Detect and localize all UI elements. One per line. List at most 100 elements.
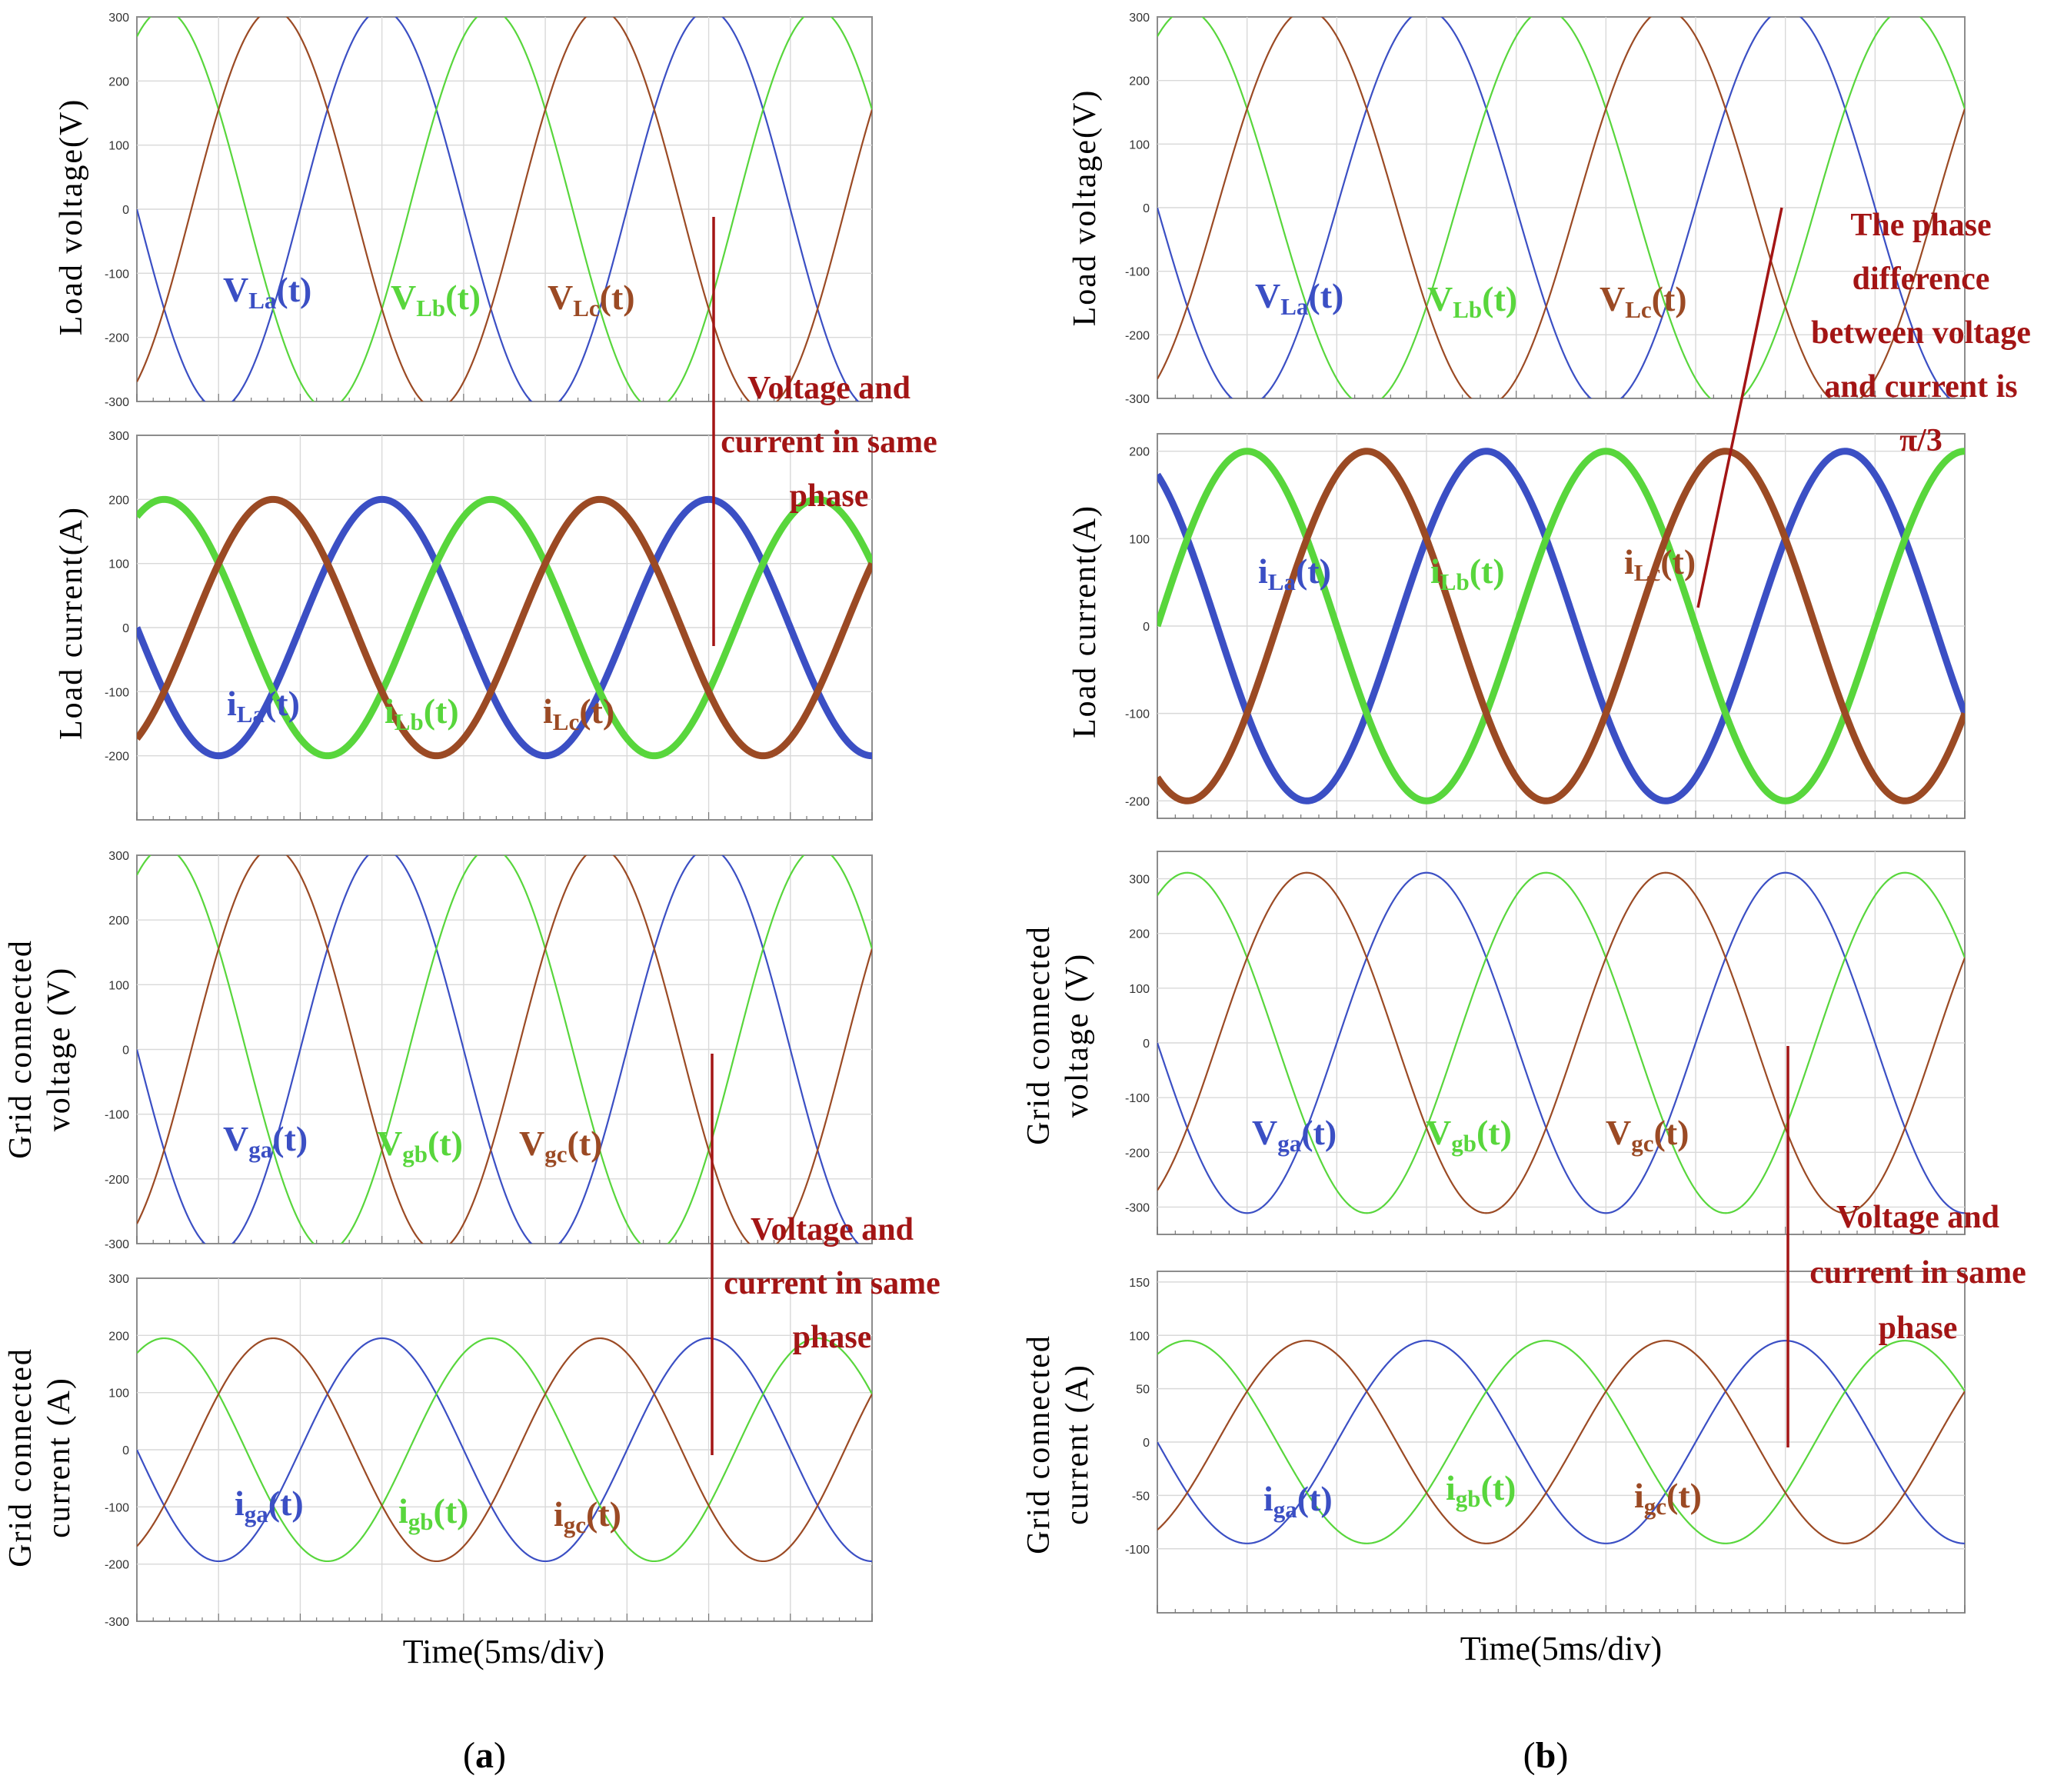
panel-b4: 150 100 50 0 -50 -100 Grid connectedcurrent (A…: [1021, 1271, 1966, 1667]
y-tick-label: -100: [1125, 708, 1150, 721]
y-tick-label: 0: [122, 204, 129, 217]
y-tick-label: -300: [1125, 393, 1150, 406]
y-axis-label: Load voltage(V): [1067, 89, 1103, 327]
y-tick-label: -50: [1132, 1490, 1150, 1503]
waveform-v-lc-t: [137, 17, 872, 401]
y-axis-label: Load current(A): [54, 506, 89, 740]
panels: 300 200 100 0 -100 -200 -300 Load voltage(V) VLa…: [3, 12, 1966, 1670]
y-tick-label: 100: [1129, 138, 1150, 152]
subfigure-label-a: (a): [463, 1735, 506, 1776]
y-tick-label: 200: [1129, 928, 1150, 941]
ann-a-bottom: Voltage and current in same phase: [711, 1054, 940, 1455]
series-label: iga(t): [1263, 1479, 1333, 1523]
series-label: Vgc(t): [1606, 1113, 1689, 1157]
y-tick-label: 0: [1143, 1437, 1150, 1450]
captions: (a) (b): [463, 1735, 1568, 1776]
x-axis-label: Time(5ms/div): [1460, 1630, 1662, 1667]
waveform-i-la-t: [137, 495, 872, 760]
y-tick-label: 300: [108, 850, 129, 863]
y-tick-label: 100: [1129, 983, 1150, 996]
y-tick-label: -100: [105, 1109, 129, 1122]
y-tick-label: 200: [1129, 75, 1150, 88]
y-tick-label: 200: [108, 914, 129, 928]
y-tick-label: 100: [1129, 1330, 1150, 1343]
series-label: Vgc(t): [519, 1124, 602, 1167]
annotation-text: The phase difference between voltage and cu…: [1811, 208, 2031, 458]
series-label: VLa(t): [1255, 276, 1343, 320]
y-axis-label: Load current(A): [1067, 505, 1103, 738]
series-label: Vgb(t): [377, 1124, 463, 1167]
waveform-v-gb-t: [1157, 871, 1965, 1214]
series-label: igc(t): [554, 1494, 621, 1538]
annotation-leader-line: [1696, 207, 1783, 608]
y-tick-label: 100: [1129, 533, 1150, 546]
waveform-i-lb-t: [1157, 448, 1965, 804]
series-label: iLc(t): [543, 691, 614, 735]
waveform-v-gb-t: [137, 855, 872, 1244]
waveform-v-la-t: [1157, 17, 1951, 398]
waveform-i-ga-t: [1157, 1340, 1965, 1544]
waveform-v-lb-t: [137, 17, 872, 401]
y-tick-label: -200: [1125, 1147, 1150, 1160]
y-tick-label: 0: [122, 622, 129, 635]
subfigure-label-b: (b): [1523, 1735, 1569, 1776]
series-label: VLa(t): [223, 270, 311, 314]
series-label: VLb(t): [391, 278, 481, 321]
waveform-v-gc-t: [137, 855, 872, 1244]
y-tick-label: -200: [105, 332, 129, 345]
y-tick-label: 100: [108, 558, 129, 571]
waveform-v-ga-t: [137, 855, 860, 1244]
series-label: igb(t): [1446, 1468, 1516, 1512]
annotation-text: Voltage and current in same phase: [1809, 1200, 2026, 1346]
y-tick-label: -200: [105, 1559, 129, 1572]
panel-a1: 300 200 100 0 -100 -200 -300 Load voltage(V) VLa…: [54, 12, 873, 409]
y-tick-label: 100: [108, 140, 129, 153]
y-tick-label: 0: [1143, 202, 1150, 215]
y-tick-label: -200: [105, 751, 129, 764]
y-axis-label: Grid connectedvoltage (V): [3, 939, 77, 1159]
panel-a2: 300 200 100 0 -100 -200 Load current(A) iLa(t) i…: [54, 430, 873, 821]
y-axis-label: Grid connectedcurrent (A): [1021, 1334, 1095, 1554]
waveform-i-lb-t: [137, 495, 872, 760]
y-tick-label: 200: [1129, 446, 1150, 459]
y-tick-label: 100: [108, 979, 129, 992]
y-tick-label: -300: [105, 1238, 129, 1251]
series-label: Vgb(t): [1426, 1113, 1512, 1157]
y-tick-label: -100: [1125, 1544, 1150, 1557]
y-tick-label: 200: [108, 75, 129, 88]
panel-a4: 300 200 100 0 -100 -200 -300 Grid connectedcurr…: [3, 1273, 873, 1670]
series-label: VLc(t): [1600, 279, 1687, 323]
waveform-i-lc-t: [1157, 448, 1965, 804]
waveform-v-gc-t: [1157, 871, 1965, 1214]
series-label: Vga(t): [1252, 1113, 1337, 1157]
waveform-i-gc-t: [1157, 1340, 1965, 1544]
annotation-text: Voltage and current in same phase: [721, 371, 937, 514]
x-axis-label: Time(5ms/div): [403, 1633, 604, 1670]
y-tick-label: -100: [105, 1501, 129, 1514]
series-label: iLc(t): [1624, 542, 1696, 586]
y-tick-label: 0: [122, 1044, 129, 1058]
waveform-v-la-t: [137, 17, 860, 401]
ann-b-top: The phase difference between voltage and cu…: [1696, 207, 2031, 608]
series-label: iga(t): [235, 1484, 304, 1527]
y-tick-label: 300: [108, 430, 129, 443]
panel-b2: 200 100 0 -100 -200 Load current(A) iLa(t) iLb(…: [1067, 433, 1966, 819]
annotation-text: Voltage and current in same phase: [724, 1212, 940, 1355]
y-tick-label: 0: [1143, 621, 1150, 634]
waveform-i-ga-t: [137, 1337, 872, 1563]
series-label: igb(t): [398, 1491, 469, 1535]
series-label: iLa(t): [1258, 551, 1331, 595]
y-tick-label: 300: [1129, 12, 1150, 25]
series-label: VLb(t): [1427, 279, 1517, 323]
y-tick-label: 300: [1129, 874, 1150, 887]
series-label: iLb(t): [385, 691, 459, 735]
y-tick-label: -300: [1125, 1201, 1150, 1214]
waveform-v-lb-t: [1157, 17, 1965, 398]
y-axis-label: Grid connectedcurrent (A): [3, 1347, 77, 1567]
waveform-i-gc-t: [137, 1337, 872, 1563]
y-tick-label: 0: [1143, 1038, 1150, 1051]
y-tick-label: -100: [105, 268, 129, 281]
y-tick-label: 0: [122, 1444, 129, 1457]
y-tick-label: -200: [105, 1174, 129, 1187]
